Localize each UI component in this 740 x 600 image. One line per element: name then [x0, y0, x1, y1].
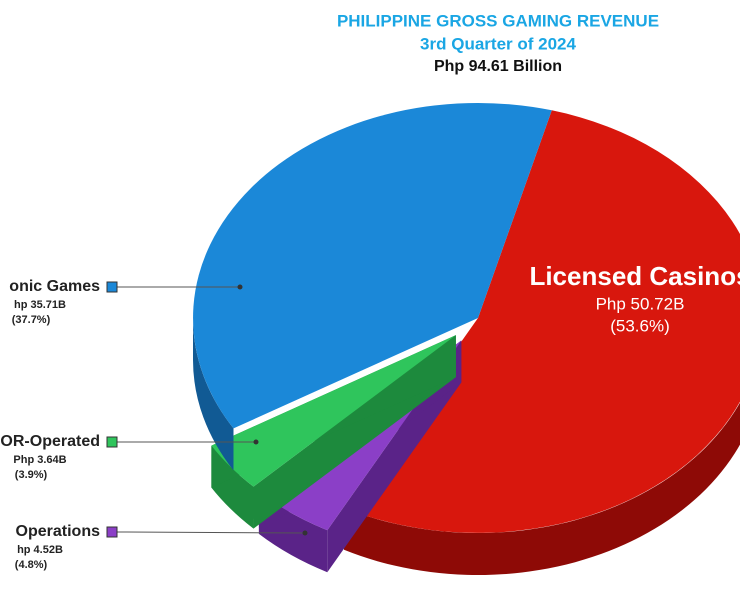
slice — [211, 335, 456, 529]
slice-side — [193, 318, 234, 471]
slice-label: Operations — [16, 523, 101, 540]
percentage-label: (4.8%) — [15, 559, 48, 571]
value-label: Php 50.72B — [596, 294, 685, 313]
leader-dot — [302, 530, 308, 536]
slice-top — [193, 102, 552, 429]
slice — [344, 110, 740, 576]
total-label: Php 94.61 Billion — [434, 58, 562, 75]
slice-label: onic Games — [9, 278, 100, 295]
slice-label: OR-Operated — [0, 433, 100, 450]
leader-dot — [237, 284, 243, 290]
slice-top — [211, 335, 456, 487]
slice-top — [344, 110, 740, 533]
slice-side — [344, 402, 740, 576]
chart-subtitle: 3rd Quarter of 2024 — [420, 34, 576, 53]
leader-dot — [253, 439, 259, 445]
percentage-label: (53.6%) — [610, 316, 670, 335]
legend-swatch — [106, 526, 118, 538]
value-label: hp 4.52B — [17, 544, 63, 556]
legend-swatch — [106, 281, 118, 293]
percentage-label: (3.9%) — [15, 469, 48, 481]
leader-line — [116, 531, 306, 534]
slice — [193, 102, 552, 471]
value-label: hp 35.71B — [14, 299, 66, 311]
percentage-label: (37.7%) — [12, 314, 51, 326]
chart-title: PHILIPPINE GROSS GAMING REVENUE — [337, 11, 659, 30]
value-label: Php 3.64B — [13, 454, 66, 466]
slice-label: Licensed Casinos — [529, 261, 740, 291]
legend-swatch — [106, 436, 118, 448]
